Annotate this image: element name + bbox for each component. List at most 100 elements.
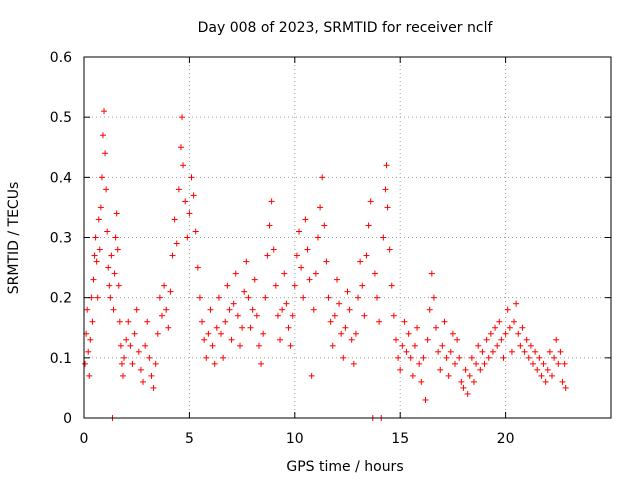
- data-point: [150, 384, 157, 391]
- data-point: [466, 372, 473, 379]
- x-tick-label: 10: [286, 431, 304, 447]
- data-point: [266, 222, 273, 229]
- data-point: [342, 324, 349, 331]
- data-point: [161, 282, 168, 289]
- data-point: [485, 354, 492, 361]
- data-point: [365, 222, 372, 229]
- data-point: [416, 360, 423, 367]
- data-point: [96, 246, 103, 253]
- data-point: [548, 372, 555, 379]
- data-point: [192, 228, 199, 235]
- data-point: [104, 228, 111, 235]
- data-point: [458, 378, 465, 385]
- data-point: [302, 216, 309, 223]
- data-point: [84, 306, 91, 313]
- data-point: [277, 336, 284, 343]
- data-point: [555, 360, 562, 367]
- data-point: [135, 348, 142, 355]
- data-point: [308, 372, 315, 379]
- data-point: [454, 336, 461, 343]
- data-point: [108, 252, 115, 259]
- data-point: [435, 348, 442, 355]
- data-point: [443, 354, 450, 361]
- data-point: [287, 342, 294, 349]
- data-point: [112, 234, 119, 241]
- data-point: [367, 198, 374, 205]
- data-point: [137, 366, 144, 373]
- data-point: [452, 360, 459, 367]
- data-point: [184, 234, 191, 241]
- data-point: [333, 276, 340, 283]
- data-point: [536, 354, 543, 361]
- data-point: [376, 318, 383, 325]
- data-point: [462, 366, 469, 373]
- data-point: [380, 234, 387, 241]
- data-point: [534, 366, 541, 373]
- data-point: [258, 360, 265, 367]
- data-point: [323, 258, 330, 265]
- data-point: [167, 288, 174, 295]
- data-point: [298, 264, 305, 271]
- data-point: [291, 282, 298, 289]
- data-point: [544, 366, 551, 373]
- data-point: [222, 318, 229, 325]
- data-point: [226, 306, 233, 313]
- y-tick-label: 0.5: [50, 110, 72, 126]
- data-point: [239, 324, 246, 331]
- data-point: [397, 366, 404, 373]
- data-points: [82, 108, 569, 421]
- data-point: [371, 270, 378, 277]
- data-point: [207, 306, 214, 313]
- x-tick-label: 20: [497, 431, 515, 447]
- data-point: [479, 348, 486, 355]
- data-point: [306, 276, 313, 283]
- data-point: [234, 312, 241, 319]
- data-point: [169, 252, 176, 259]
- y-axis-label: SRMTID / TECUs: [6, 182, 22, 295]
- data-point: [165, 324, 172, 331]
- data-point: [363, 252, 370, 259]
- data-point: [163, 306, 170, 313]
- data-point: [281, 270, 288, 277]
- data-point: [532, 348, 539, 355]
- data-point: [249, 306, 256, 313]
- data-point: [553, 336, 560, 343]
- data-point: [361, 312, 368, 319]
- data-point: [102, 150, 109, 157]
- data-point: [409, 372, 416, 379]
- data-point: [179, 114, 186, 121]
- data-point: [392, 336, 399, 343]
- data-point: [199, 318, 206, 325]
- data-point: [477, 366, 484, 373]
- data-point: [470, 378, 477, 385]
- chart-title: Day 008 of 2023, SRMTID for receiver ncl…: [198, 20, 494, 36]
- data-point: [551, 354, 558, 361]
- data-point: [355, 294, 362, 301]
- data-point: [218, 330, 225, 337]
- data-point: [350, 360, 357, 367]
- data-point: [494, 342, 501, 349]
- data-point: [87, 336, 94, 343]
- data-point: [264, 252, 271, 259]
- data-point: [424, 336, 431, 343]
- data-point: [426, 306, 433, 313]
- data-point: [300, 294, 307, 301]
- data-point: [319, 174, 326, 181]
- data-point: [106, 282, 113, 289]
- data-point: [542, 378, 549, 385]
- data-point: [111, 270, 118, 277]
- data-point: [336, 300, 343, 307]
- data-point: [422, 396, 429, 403]
- data-point: [382, 186, 389, 193]
- data-point: [386, 246, 393, 253]
- data-point: [115, 282, 122, 289]
- data-point: [348, 336, 355, 343]
- data-point: [492, 324, 499, 331]
- data-point: [325, 294, 332, 301]
- data-point: [156, 294, 163, 301]
- data-point: [312, 270, 319, 277]
- data-point: [272, 282, 279, 289]
- data-point: [314, 234, 321, 241]
- data-point: [175, 186, 182, 193]
